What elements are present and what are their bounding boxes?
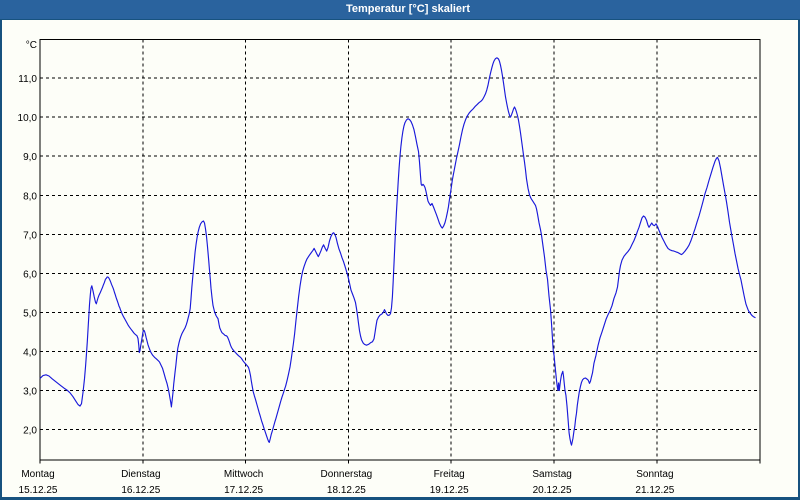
svg-text:11,0: 11,0 <box>18 74 37 85</box>
svg-text:6,0: 6,0 <box>23 269 37 280</box>
svg-text:10,0: 10,0 <box>18 113 38 124</box>
svg-text:Freitag: Freitag <box>434 469 465 480</box>
svg-text:Samstag: Samstag <box>532 469 571 480</box>
svg-text:9,0: 9,0 <box>23 152 37 163</box>
svg-text:16.12.25: 16.12.25 <box>121 485 160 496</box>
svg-text:4,0: 4,0 <box>23 347 37 358</box>
svg-text:20.12.25: 20.12.25 <box>533 485 572 496</box>
svg-text:°C: °C <box>26 40 37 51</box>
svg-text:Sonntag: Sonntag <box>636 469 673 480</box>
svg-text:8,0: 8,0 <box>23 191 37 202</box>
svg-text:19.12.25: 19.12.25 <box>430 485 469 496</box>
svg-text:7,0: 7,0 <box>23 230 37 241</box>
svg-text:5,0: 5,0 <box>23 308 37 319</box>
svg-text:Mittwoch: Mittwoch <box>224 469 263 480</box>
svg-text:15.12.25: 15.12.25 <box>19 485 58 496</box>
svg-text:21.12.25: 21.12.25 <box>635 485 674 496</box>
svg-text:3,0: 3,0 <box>23 387 37 398</box>
svg-text:Dienstag: Dienstag <box>121 469 160 480</box>
svg-text:Montag: Montag <box>21 469 54 480</box>
svg-text:2,0: 2,0 <box>23 426 37 437</box>
svg-text:Donnerstag: Donnerstag <box>321 469 373 480</box>
svg-text:18.12.25: 18.12.25 <box>327 485 366 496</box>
svg-text:17.12.25: 17.12.25 <box>224 485 263 496</box>
